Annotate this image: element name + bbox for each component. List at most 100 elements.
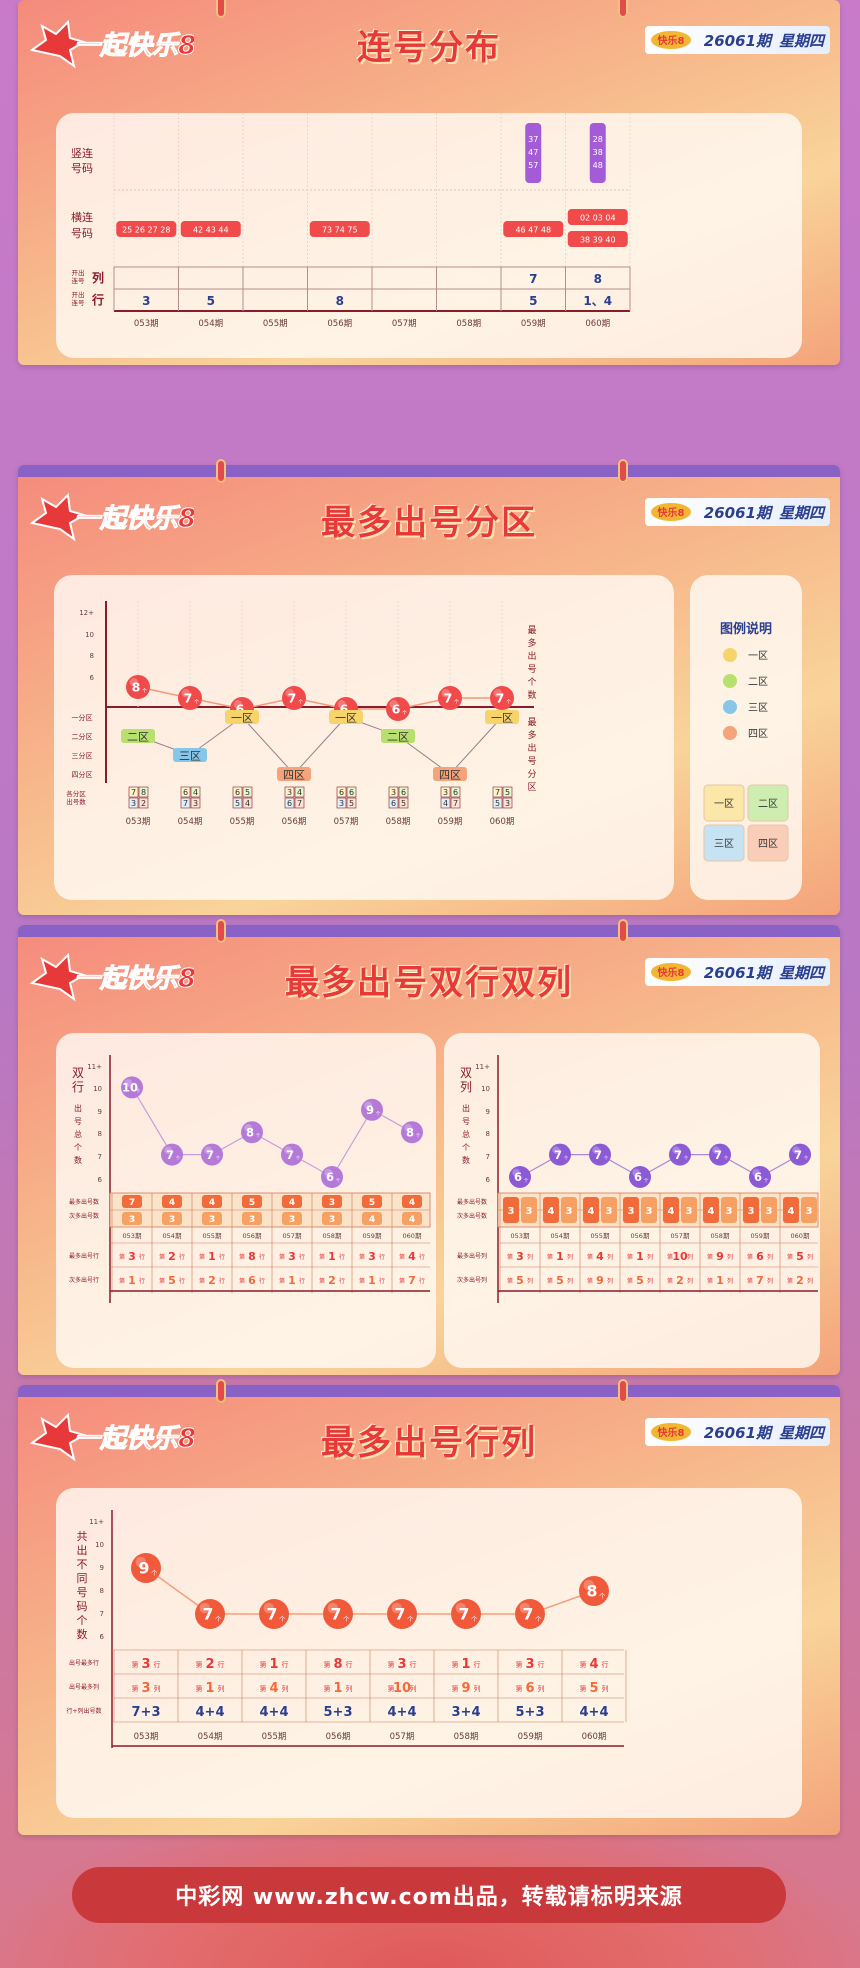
max-count-badge [242,1195,262,1208]
unit-label: 列 [727,1253,733,1261]
value-ball [281,1143,303,1166]
unit-label: 列 [538,1684,545,1693]
ball-highlight [124,1079,132,1087]
pair-value: 4 [668,1206,675,1217]
pair-value: 3 [806,1206,813,1217]
zone-count-cell [190,786,201,798]
legend-swatch [723,726,737,740]
svg-text:快乐8: 快乐8 [657,1426,685,1439]
ball-label: 7 [459,1605,470,1624]
zone-count-cell [242,786,253,798]
max-count-value: 4 [289,1198,295,1208]
double-row-panel: 11+ 10 9 8 7 6 双行出号总个数 10 个 7 个 7 个 8 个 7 个 6 个 9 个 8 个最多出号数 次多… [56,1033,436,1368]
x-tick-label: 057期 [671,1232,690,1240]
vertical-number: 57 [528,161,538,170]
ball-unit: 个 [599,1592,606,1600]
unit-label: 列 [687,1253,693,1261]
unit-label: 行 [602,1660,609,1669]
count-ball [490,686,514,710]
rank-value: 3 [397,1657,406,1672]
ball-label: 7 [203,1605,214,1624]
ball-label: 8 [246,1125,254,1139]
zone-count-cell [180,786,191,798]
hook-icon [618,459,628,483]
unit-label: 行 [419,1277,425,1285]
vertical-number: 28 [593,135,603,144]
zone-count-value: 7 [495,788,500,797]
horizontal-pill [309,221,370,237]
zone-count-cell [138,797,149,809]
ball-label: 8 [132,680,141,695]
value-ball [241,1121,263,1144]
zone-count-cell [388,786,399,798]
y-label-char: 数 [77,1628,88,1641]
legend-swatch [723,674,737,688]
zone-chart: 12+1086一分区二分区三分区四分区8个7个6个7个6个6个7个7个二区三区一… [66,601,537,827]
x-tick-label: 054期 [551,1232,570,1240]
sub-count-badge [122,1212,142,1225]
zone-count-cell [336,797,347,809]
value-ball [589,1143,611,1166]
zone-count-value: 3 [443,788,448,797]
max-count-value: 7 [129,1198,135,1208]
zone-count-cell [232,797,243,809]
ball-unit: 个 [684,1156,689,1162]
horizontal-pill [180,221,241,237]
unit-label: 列 [567,1253,573,1261]
y-label-char: 数 [527,689,536,701]
max-count-value: 4 [169,1198,175,1208]
value-ball [321,1166,343,1188]
sub-count-value: 3 [329,1215,335,1225]
value-ball [401,1121,423,1144]
star-icon [29,952,87,1002]
unit-label: 行 [154,1660,161,1669]
ball-highlight [441,689,450,698]
zone-count-cell [398,797,409,809]
value-ball [259,1599,289,1629]
chart-panel: 竖连 号码 横连 号码 开出 连号列开出 连号行 37 47 57 28 38 48 25 26 27 2… [56,113,802,358]
value-ball [323,1599,353,1629]
rank-value: 1 [368,1274,376,1287]
prefix-label: 第 [587,1277,593,1285]
sub-count-badge [362,1212,382,1225]
x-tick-label: 055期 [263,319,288,329]
zone-count-cell [294,797,305,809]
table-row-label: 出号最多行 [69,1659,99,1667]
y-label-char: 分 [527,769,536,780]
row-label-vertical: 号码 [71,162,93,175]
legend-label: 四区 [748,728,768,740]
unit-label: 行 [219,1277,225,1285]
table-row-label: 最多出号数 [69,1198,99,1206]
unit-label: 行 [282,1660,289,1669]
rank-value: 5 [168,1274,176,1287]
legend-label: 三区 [748,702,768,714]
x-tick-label: 059期 [363,1232,382,1240]
zone-count-value: 8 [141,788,146,797]
zone-count-value: 5 [245,788,250,797]
table-row-label: 最多出号列 [457,1252,487,1260]
rank-value: 5 [796,1250,804,1263]
rank-value: 2 [168,1250,176,1263]
ball-label: 6 [754,1170,762,1184]
unit-label: 行 [259,1253,265,1261]
prefix-label: 第 [747,1277,753,1285]
zone-count-cell [502,797,513,809]
zone-axis-label: 一分区 [72,713,93,722]
zone-count-cell [138,786,149,798]
zone-count-cell [440,786,451,798]
zone-count-value: 3 [193,799,198,808]
issue-badge: 快乐8 26061期 星期四 [645,26,830,54]
prefix-label: 第 [239,1253,245,1261]
rank-value: 6 [756,1250,764,1263]
y-label-char: 出 [527,742,536,754]
ball-highlight [672,1146,680,1155]
value-ball [579,1576,609,1606]
pair-value: 3 [566,1206,573,1217]
y-label-char: 个 [462,1143,470,1152]
x-tick-label: 057期 [390,1732,415,1742]
legend-grid-label: 三区 [714,838,734,850]
ball-label: 9 [366,1103,374,1117]
ball-unit: 个 [176,1156,181,1162]
ball-label: 7 [794,1148,802,1162]
